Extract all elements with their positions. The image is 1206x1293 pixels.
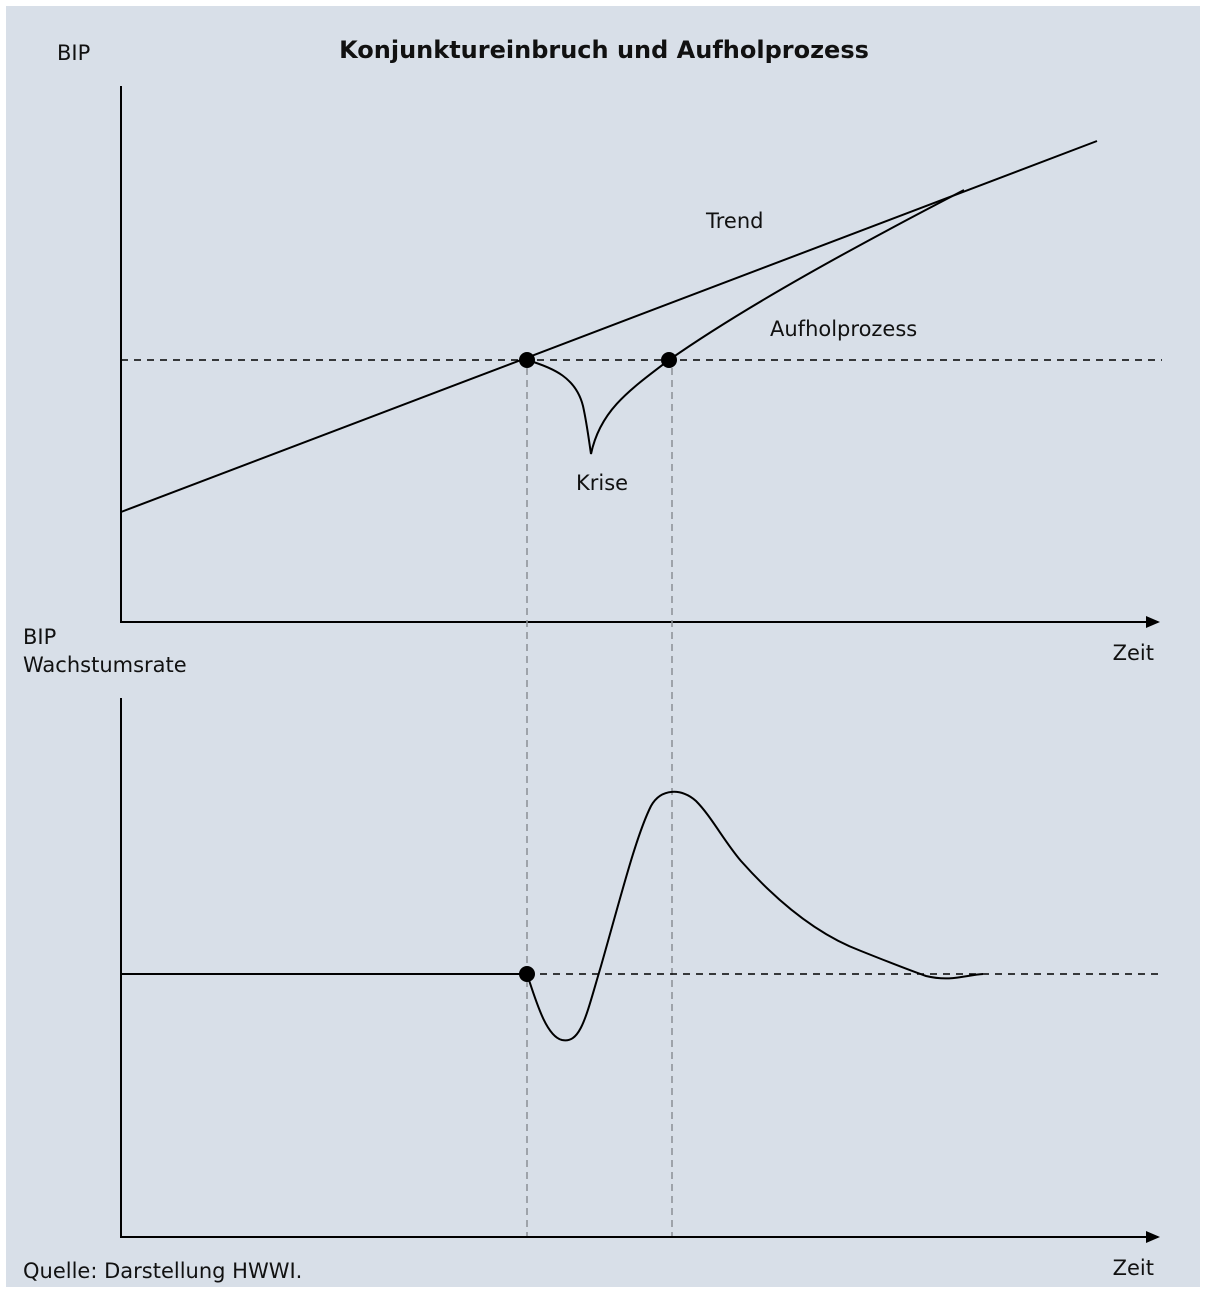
bottom-y-axis-label-line1: BIP — [23, 625, 56, 649]
source-note: Quelle: Darstellung HWWI. — [23, 1259, 302, 1283]
growth-drop-point — [519, 966, 535, 982]
bottom-x-axis-label: Zeit — [1113, 1256, 1154, 1280]
catch-up-curve — [668, 189, 965, 361]
figure-panel: Konjunktureinbruch und Aufholprozess BIP… — [6, 6, 1200, 1287]
trend-line — [120, 140, 1098, 513]
diagram-svg: Konjunktureinbruch und Aufholprozess BIP… — [23, 36, 1162, 1283]
crisis-label: Krise — [576, 471, 628, 495]
trend-label: Trend — [705, 209, 763, 233]
top-x-axis-label: Zeit — [1113, 641, 1154, 665]
bottom-y-axis-label-line2: Wachstumsrate — [23, 653, 187, 677]
recovery-point — [661, 352, 677, 368]
catch-up-label: Aufholprozess — [770, 317, 917, 341]
growth-rate-curve — [526, 790, 984, 1042]
chart-title: Konjunktureinbruch und Aufholprozess — [339, 36, 869, 64]
top-y-axis-label: BIP — [57, 41, 90, 65]
crisis-curve — [526, 359, 670, 455]
crisis-start-point — [519, 352, 535, 368]
